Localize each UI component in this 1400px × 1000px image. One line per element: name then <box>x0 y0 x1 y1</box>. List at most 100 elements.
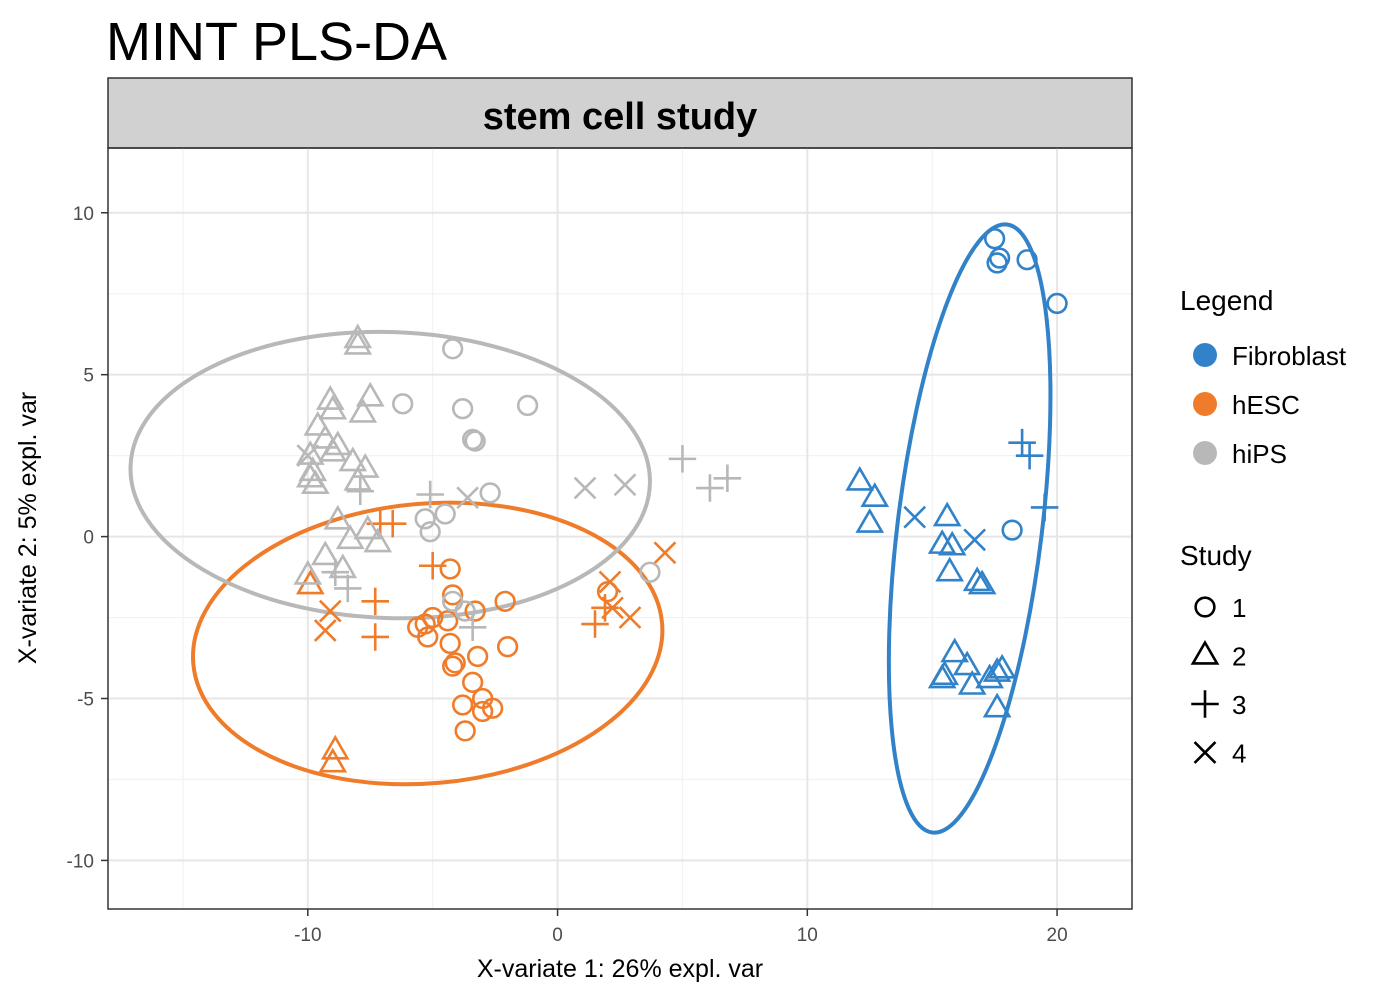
point-hesc <box>313 619 337 642</box>
legend-label: Fibroblast <box>1232 341 1347 371</box>
legend-swatch <box>1193 343 1217 367</box>
point-hips <box>350 453 380 478</box>
point-hips <box>310 540 340 566</box>
point-hips <box>363 527 393 553</box>
point-hips <box>321 558 350 586</box>
point-hesc <box>653 541 677 565</box>
point-hips <box>639 561 661 583</box>
point-fibroblast <box>987 653 1017 679</box>
y-tick-label: 0 <box>83 528 94 549</box>
point-hesc <box>494 590 516 613</box>
point-hips <box>713 464 742 493</box>
point-hips <box>318 436 348 462</box>
point-hips <box>346 477 375 506</box>
point-hips <box>303 410 333 436</box>
facet-strip <box>107 77 1133 149</box>
point-hesc <box>461 671 484 693</box>
point-hips <box>293 559 323 585</box>
x-tick-label: 10 <box>797 925 818 946</box>
point-hips <box>458 613 487 642</box>
point-hesc <box>422 606 444 629</box>
point-fibroblast <box>982 692 1012 718</box>
point-hips <box>296 444 320 468</box>
study-legend-title: Study <box>1180 540 1252 571</box>
point-hesc <box>320 734 350 760</box>
x-tick-label: 0 <box>552 925 563 946</box>
point-hips <box>452 398 474 420</box>
legend-entries: Fibroblast hESC hiPS <box>1193 341 1347 469</box>
study-legend-symbol <box>1193 741 1217 764</box>
point-hips <box>442 338 464 360</box>
study-legend-symbol <box>1194 596 1216 618</box>
point-fibroblast <box>1030 493 1059 522</box>
legend-title: Legend <box>1180 285 1273 316</box>
point-hips <box>696 474 724 502</box>
point-hips <box>668 445 697 473</box>
study-legend-label: 2 <box>1232 642 1246 672</box>
point-fibroblast <box>957 670 987 695</box>
legend-swatch <box>1193 392 1217 416</box>
point-hips <box>315 385 345 410</box>
point-hips <box>479 482 501 504</box>
x-tick-label: -10 <box>294 925 321 946</box>
point-hips <box>456 486 480 510</box>
study-legend-label: 3 <box>1232 690 1246 720</box>
point-hesc <box>442 655 464 677</box>
ellipse-hips <box>128 329 652 621</box>
y-tick-label: 5 <box>83 366 94 387</box>
point-hips <box>348 397 378 423</box>
point-hesc <box>417 626 439 648</box>
point-fibroblast <box>1016 249 1038 271</box>
axes: -10 0 10 20 -10 -5 0 5 10 <box>67 204 1068 946</box>
point-fibroblast <box>935 556 965 582</box>
point-fibroblast <box>982 657 1012 682</box>
point-hips <box>613 473 637 497</box>
point-hips <box>335 524 365 550</box>
confidence-ellipses <box>128 222 1053 835</box>
point-hesc <box>618 606 642 629</box>
ellipse-hesc <box>191 500 665 787</box>
point-hesc <box>464 600 486 622</box>
point-hesc <box>581 610 609 638</box>
study-legend-symbol <box>1190 639 1220 665</box>
point-fibroblast <box>940 637 970 663</box>
chart-title: MINT PLS-DA <box>106 12 447 72</box>
point-fibroblast <box>1001 519 1023 541</box>
point-hips <box>300 469 330 495</box>
point-hesc <box>596 580 619 603</box>
y-tick-label: -10 <box>67 851 94 872</box>
point-hips <box>323 504 353 530</box>
point-hesc <box>439 558 461 580</box>
facet-label: stem cell study <box>483 96 758 138</box>
legend: Legend Fibroblast hESC hiPS Study 1 2 3 4 <box>1180 285 1347 769</box>
point-fibroblast <box>845 465 875 491</box>
point-hesc <box>437 610 459 632</box>
point-hesc <box>452 694 474 716</box>
point-hips <box>318 394 348 420</box>
point-hesc <box>481 697 504 719</box>
legend-label: hESC <box>1232 390 1300 420</box>
point-fibroblast <box>860 482 890 507</box>
point-hips <box>454 600 476 622</box>
point-hips <box>434 503 456 525</box>
plot-panel-border <box>107 147 1133 910</box>
point-hips <box>573 476 597 500</box>
legend-label: hiPS <box>1232 439 1287 469</box>
point-hesc <box>444 652 466 674</box>
point-fibroblast <box>903 505 927 529</box>
point-hesc <box>598 570 622 594</box>
point-fibroblast <box>986 252 1008 274</box>
point-hips <box>416 480 444 509</box>
point-hesc <box>361 587 389 616</box>
y-axis-label: X-variate 2: 5% expl. var <box>14 392 42 664</box>
point-hips <box>464 430 486 452</box>
point-hips <box>419 521 441 543</box>
point-hesc <box>466 645 489 668</box>
study-legend-entries: 1 2 3 4 <box>1190 593 1246 769</box>
study-legend-label: 1 <box>1232 593 1246 623</box>
point-fibroblast <box>1008 428 1036 457</box>
point-hips <box>310 423 340 449</box>
study-legend-label: 4 <box>1232 739 1246 769</box>
